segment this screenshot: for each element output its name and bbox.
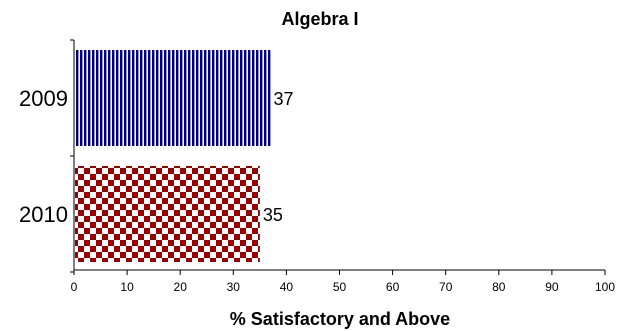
x-tick-label: 0 — [71, 280, 78, 294]
x-tick-label: 50 — [333, 280, 347, 294]
x-axis-label: % Satisfactory and Above — [230, 309, 450, 329]
x-tick-label: 60 — [386, 280, 400, 294]
x-tick-label: 30 — [227, 280, 241, 294]
axes: 0 10 20 30 40 50 60 70 80 90 100 — [70, 39, 615, 294]
data-label-2009: 37 — [273, 89, 293, 109]
bars-group — [75, 50, 271, 262]
chart-title: Algebra I — [281, 9, 358, 29]
x-tick-label: 40 — [280, 280, 294, 294]
data-label-2010: 35 — [263, 205, 283, 225]
labels-group: 2009 37 2010 35 — [19, 86, 293, 227]
x-tick-label: 100 — [595, 280, 615, 294]
x-tick-label: 10 — [120, 280, 134, 294]
bar-2010 — [75, 166, 260, 262]
x-tick-label: 70 — [439, 280, 453, 294]
x-tick-label: 20 — [174, 280, 188, 294]
category-label-2009: 2009 — [19, 86, 68, 111]
x-tick-label: 90 — [545, 280, 559, 294]
bar-2009 — [75, 50, 271, 146]
category-label-2010: 2010 — [19, 202, 68, 227]
x-tick-label: 80 — [492, 280, 506, 294]
